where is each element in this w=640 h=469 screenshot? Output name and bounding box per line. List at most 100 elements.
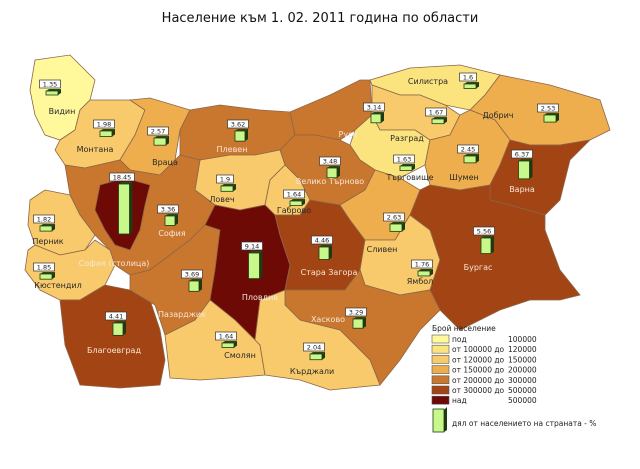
share-value-box: 3.14 — [363, 102, 385, 112]
share-value-box: 1.76 — [411, 259, 433, 269]
region-label: Плевен — [217, 145, 248, 154]
svg-text:дял от населението на страната: дял от населението на страната - % — [452, 419, 596, 428]
svg-text:1.35: 1.35 — [43, 81, 57, 89]
share-bar — [352, 317, 366, 329]
svg-text:от 200000 до: от 200000 до — [452, 376, 505, 385]
share-bar — [220, 184, 236, 192]
region-label: Добрич — [482, 111, 513, 120]
region-28[interactable] — [254, 289, 381, 391]
share-bar — [234, 129, 248, 142]
svg-text:9.14: 9.14 — [245, 243, 259, 251]
share-bar — [463, 154, 479, 164]
svg-text:3.62: 3.62 — [231, 121, 245, 129]
legend-title: Брой население — [432, 324, 496, 333]
svg-text:2.04: 2.04 — [307, 344, 321, 352]
legend-swatch — [431, 395, 450, 405]
share-bar — [289, 199, 305, 206]
legend-item: под 100000 — [431, 334, 537, 344]
share-value-box: 9.14 — [241, 241, 263, 251]
region-label: Монтана — [77, 145, 114, 154]
share-bar — [153, 136, 169, 146]
region-11[interactable] — [489, 139, 592, 216]
share-value-box: 3.36 — [157, 204, 179, 214]
svg-text:4.46: 4.46 — [315, 237, 329, 245]
legend-item: от 150000 до 200000 — [431, 365, 537, 375]
region-shape[interactable] — [409, 184, 581, 331]
svg-text:5.56: 5.56 — [477, 228, 491, 236]
svg-text:100000: 100000 — [508, 335, 537, 344]
legend-swatch — [431, 344, 450, 354]
share-value-box: 3.29 — [345, 307, 367, 317]
region-label: Хасково — [311, 315, 345, 324]
share-bar — [399, 164, 415, 171]
region-label: Сливен — [367, 245, 398, 254]
legend-swatch — [431, 375, 450, 385]
svg-text:2.45: 2.45 — [461, 146, 475, 154]
svg-text:500000: 500000 — [508, 386, 537, 395]
share-bar — [248, 251, 263, 279]
svg-text:4.41: 4.41 — [109, 313, 123, 321]
region-shape[interactable] — [27, 189, 96, 256]
region-17[interactable] — [27, 189, 96, 256]
svg-text:1.98: 1.98 — [97, 121, 111, 129]
svg-text:3.36: 3.36 — [161, 206, 175, 214]
region-shape[interactable] — [24, 239, 116, 301]
region-25[interactable] — [409, 184, 581, 331]
region-label: Русе — [339, 130, 358, 139]
svg-text:6.37: 6.37 — [515, 151, 529, 159]
share-bar — [480, 236, 494, 254]
share-bar — [463, 82, 479, 89]
svg-text:3.69: 3.69 — [185, 271, 199, 279]
svg-text:120000: 120000 — [508, 345, 537, 354]
region-shape[interactable] — [254, 289, 381, 391]
svg-text:под: под — [452, 335, 467, 344]
region-18[interactable] — [24, 239, 116, 301]
svg-text:2.57: 2.57 — [151, 128, 165, 136]
share-bar — [417, 269, 433, 277]
region-label: Стара Загора — [301, 268, 358, 277]
region-label: Шумен — [449, 173, 478, 182]
svg-text:1.64: 1.64 — [287, 191, 301, 199]
svg-text:1.82: 1.82 — [37, 216, 51, 224]
region-shape[interactable] — [489, 139, 592, 216]
svg-text:от 150000 до: от 150000 до — [452, 366, 505, 375]
svg-text:1.9: 1.9 — [220, 176, 230, 184]
svg-text:1.64: 1.64 — [219, 333, 233, 341]
region-label: Велико Търново — [296, 177, 364, 186]
region-label: София (столица) — [79, 259, 150, 268]
share-value-box: 2.53 — [537, 103, 559, 113]
region-shape[interactable] — [59, 284, 166, 389]
region-label: Габрово — [277, 206, 311, 215]
region-label: Перник — [32, 237, 63, 246]
share-value-box: 3.62 — [227, 119, 249, 129]
share-bar — [99, 129, 115, 137]
region-label: Враца — [152, 158, 178, 167]
svg-text:от 300000 до: от 300000 до — [452, 386, 505, 395]
share-bar — [326, 166, 340, 179]
region-label: Видин — [49, 107, 76, 116]
share-value-box: 4.46 — [311, 235, 333, 245]
share-bar — [39, 224, 55, 232]
legend-item: от 100000 до 120000 — [431, 344, 537, 354]
legend-swatch — [431, 355, 450, 364]
share-value-box: 5.56 — [473, 226, 495, 236]
region-19[interactable] — [59, 284, 166, 389]
region-label: Бургас — [464, 263, 493, 272]
region-label: Разград — [390, 134, 424, 143]
share-bar — [431, 117, 447, 125]
share-value-box: 1.85 — [33, 262, 55, 272]
svg-text:3.48: 3.48 — [323, 158, 337, 166]
svg-text:2.63: 2.63 — [387, 214, 401, 222]
share-bar — [309, 352, 325, 361]
region-label: Ямбол — [407, 277, 434, 286]
share-value-box: 2.04 — [303, 342, 325, 352]
share-value-box: 2.45 — [457, 144, 479, 154]
map-title: Население към 1. 02. 2011 година по обла… — [161, 11, 479, 26]
legend-swatch — [431, 385, 450, 395]
svg-text:от 120000 до: от 120000 до — [452, 355, 505, 364]
svg-text:500000: 500000 — [508, 396, 537, 405]
region-label: Пазарджик — [158, 310, 206, 319]
share-value-box: 1.6 — [459, 72, 477, 82]
